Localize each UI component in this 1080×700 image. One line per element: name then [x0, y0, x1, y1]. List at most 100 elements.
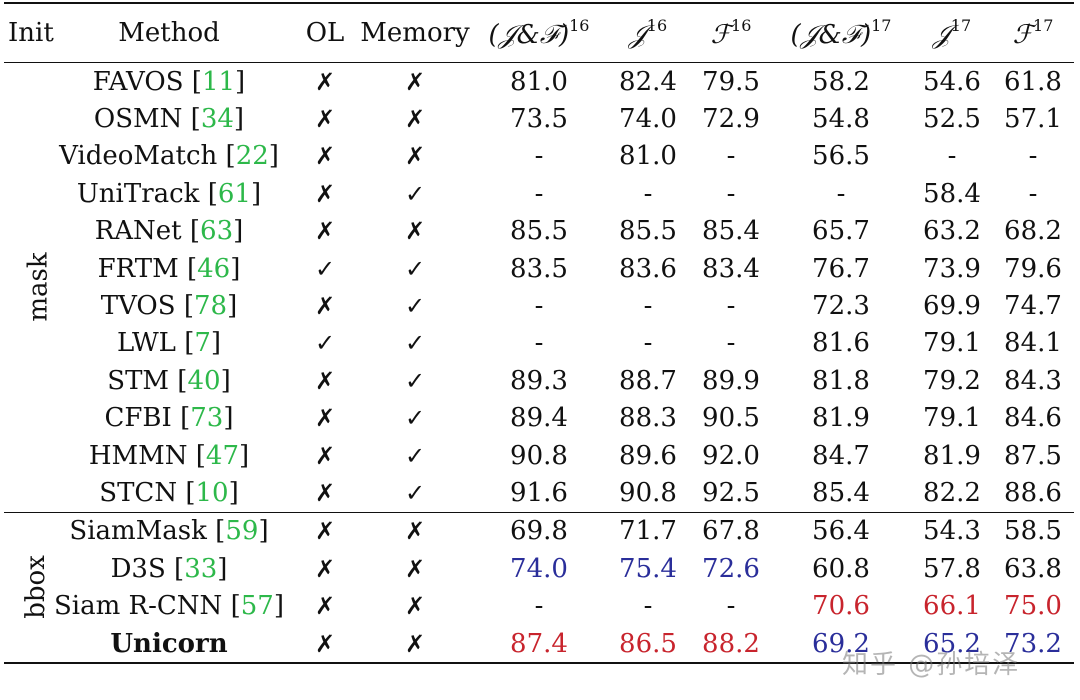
method-name: Unicorn: [110, 628, 228, 659]
ol-mark: ✗: [314, 478, 336, 507]
citation-link[interactable]: 63: [200, 216, 234, 247]
cite-bracket-close: ]: [258, 516, 269, 547]
citation-link[interactable]: 46: [197, 253, 231, 284]
score-j17: 57.8: [923, 553, 981, 584]
memory-mark: ✗: [404, 629, 426, 658]
score-f16: 92.0: [702, 440, 760, 471]
memory-mark: ✓: [404, 329, 426, 358]
cite-bracket-close: ]: [223, 403, 234, 434]
ol-mark: ✗: [314, 554, 336, 583]
score-jf17: 58.2: [812, 66, 870, 97]
score-f16: -: [726, 178, 736, 209]
group-label-text: bbox: [20, 555, 51, 620]
memory-mark: ✓: [404, 478, 426, 507]
score-j17: 52.5: [923, 104, 981, 135]
col-header-jf17: (𝒥&ℱ)17: [790, 15, 892, 50]
score-j16: 82.4: [619, 66, 677, 97]
method-cell: Unicorn: [44, 625, 294, 663]
score-f17: 61.8: [1004, 66, 1062, 97]
table-row: bbox SiamMask [59] ✗ ✗ 69.8 71.7 67.8 56.4 54.3 5…: [4, 512, 1074, 619]
citation-link[interactable]: 59: [225, 516, 259, 547]
score-jf16: 73.5: [510, 104, 568, 135]
memory-mark: ✗: [404, 592, 426, 621]
citation-link[interactable]: 7: [194, 328, 211, 359]
score-jf17: 81.8: [812, 365, 870, 396]
score-f17: -: [1028, 141, 1038, 172]
cite-bracket-close: ]: [230, 253, 241, 284]
col-header-j16: 𝒥16: [628, 15, 668, 50]
score-f16: 90.5: [702, 403, 760, 434]
score-f16: 67.8: [702, 516, 760, 547]
score-j17: 69.9: [923, 291, 981, 322]
citation-link[interactable]: 73: [190, 403, 224, 434]
citation-link[interactable]: 34: [200, 104, 234, 135]
score-jf17: 85.4: [812, 477, 870, 508]
score-f17: 57.1: [1004, 104, 1062, 135]
method-cell: STM [40]: [44, 362, 294, 399]
method-name: UniTrack: [76, 178, 200, 209]
cite-bracket-close: ]: [227, 291, 238, 322]
cite-bracket-open: [: [217, 141, 236, 172]
citation-link[interactable]: 57: [240, 591, 274, 622]
score-f16: -: [726, 328, 736, 359]
table-row: VideoMatch [22] ✗ ✗ - 81.0 - 56.5 - -: [4, 138, 1074, 175]
score-j16: -: [643, 591, 653, 622]
citation-link[interactable]: 47: [205, 440, 240, 471]
citation-link[interactable]: 40: [187, 365, 221, 396]
col-header-init: Init: [8, 18, 54, 48]
cite-bracket-close: ]: [268, 141, 279, 172]
memory-mark: ✓: [404, 179, 426, 208]
method-name: CFBI: [104, 403, 172, 434]
col-header-f17: ℱ17: [1012, 16, 1054, 50]
ol-mark: ✗: [314, 292, 336, 321]
citation-link[interactable]: 22: [235, 141, 269, 172]
score-j17: 63.2: [923, 216, 981, 247]
table-row: STM [40] ✗ ✓ 89.3 88.7 89.9 81.8 79.2 84.3: [4, 362, 1074, 399]
citation-link[interactable]: 11: [201, 66, 236, 97]
citation-link[interactable]: 78: [193, 291, 228, 322]
score-j17: 66.1: [923, 591, 981, 622]
score-j16: 86.5: [619, 628, 677, 659]
cite-bracket-open: [: [222, 591, 241, 622]
score-f17: 79.6: [1004, 253, 1062, 284]
memory-mark: ✓: [404, 254, 426, 283]
table-row: HMMN [47] ✗ ✓ 90.8 89.6 92.0 84.7 81.9 87.5: [4, 437, 1074, 474]
cite-bracket-open: [: [181, 216, 201, 247]
memory-mark: ✗: [404, 142, 426, 171]
method-cell: LWL [7]: [44, 325, 294, 362]
header-row: Init Method OL Memory (𝒥&ℱ)16 𝒥16 ℱ16 (𝒥…: [4, 3, 1074, 63]
cite-bracket-close: ]: [239, 440, 250, 471]
citation-link[interactable]: 61: [217, 178, 251, 209]
cite-bracket-close: ]: [233, 216, 244, 247]
method-cell: OSMN [34]: [44, 100, 294, 137]
method-name: D3S: [110, 553, 166, 584]
score-j16: 89.6: [619, 440, 677, 471]
method-name: TVOS: [100, 291, 176, 322]
cite-bracket-open: [: [199, 178, 218, 209]
score-jf17: 60.8: [812, 553, 870, 584]
method-name: SiamMask: [69, 516, 207, 547]
score-jf16: 69.8: [510, 516, 568, 547]
score-f16: 79.5: [702, 66, 760, 97]
citation-link[interactable]: 33: [184, 553, 218, 584]
group-label-text: mask: [23, 252, 54, 322]
cite-bracket-open: [: [178, 253, 198, 284]
table-row: D3S [33] ✗ ✗ 74.0 75.4 72.6 60.8 57.8 63.8: [4, 550, 1074, 587]
score-f16: -: [726, 291, 736, 322]
method-cell: HMMN [47]: [44, 437, 294, 474]
score-jf16: 85.5: [510, 216, 568, 247]
score-jf16: 87.4: [510, 628, 568, 659]
table-row: STCN [10] ✗ ✓ 91.6 90.8 92.5 85.4 82.2 88.6: [4, 474, 1074, 512]
score-jf17: 76.7: [812, 253, 870, 284]
score-f17: 75.0: [1004, 591, 1062, 622]
citation-link[interactable]: 10: [195, 477, 229, 508]
method-name: OSMN: [93, 104, 183, 135]
score-jf16: 89.4: [510, 403, 568, 434]
score-f16: 85.4: [702, 216, 760, 247]
score-f16: 89.9: [702, 365, 760, 396]
cite-bracket-open: [: [169, 365, 188, 396]
method-name: FAVOS: [92, 66, 184, 97]
score-jf16: 74.0: [510, 553, 568, 584]
score-j17: 58.4: [923, 178, 981, 209]
